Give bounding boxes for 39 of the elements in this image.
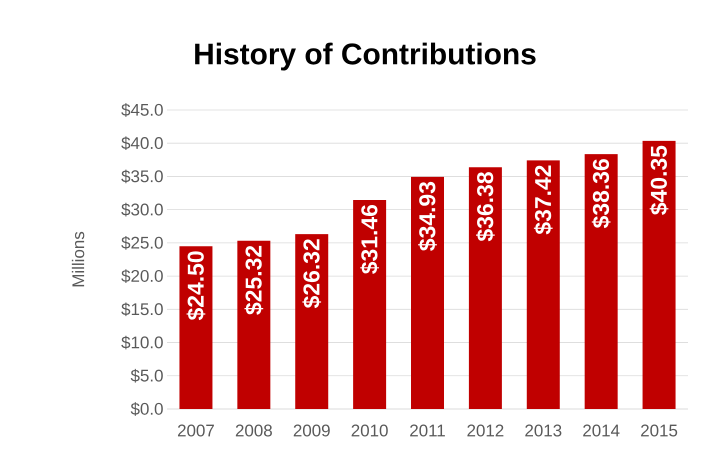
- y-tick-label: $45.0: [121, 103, 163, 117]
- data-label: $24.50: [186, 251, 206, 320]
- x-tick-label: 2010: [352, 424, 388, 436]
- y-tick-label: $30.0: [121, 202, 163, 217]
- x-tick-label: 2012: [467, 424, 504, 436]
- x-tick-label: 2008: [236, 424, 272, 436]
- x-tick-label: 2009: [294, 424, 330, 436]
- y-tick-label: $25.0: [121, 236, 163, 250]
- chart-title: History of Contributions: [195, 42, 536, 70]
- bar: [353, 200, 386, 409]
- y-tick-label: $35.0: [121, 170, 163, 184]
- data-label: $34.93: [418, 182, 437, 251]
- y-tick-label: $20.0: [121, 269, 163, 283]
- bar: [526, 160, 560, 409]
- y-tick-label: $40.0: [121, 136, 163, 150]
- data-label: $40.35: [650, 146, 668, 215]
- x-tick-label: 2015: [641, 424, 678, 436]
- x-tick-label: 2013: [525, 424, 562, 436]
- bar: [642, 140, 676, 409]
- y-tick-label: $10.0: [121, 336, 163, 350]
- y-tick-label: $15.0: [121, 302, 163, 316]
- y-tick-label: $5.0: [130, 368, 163, 383]
- bar: [237, 240, 270, 409]
- data-label: $36.38: [476, 172, 495, 242]
- data-label: $25.32: [244, 246, 264, 315]
- bar: [179, 246, 212, 409]
- x-tick-label: 2011: [410, 424, 445, 436]
- data-label: $37.42: [534, 165, 553, 234]
- data-label: $31.46: [360, 204, 379, 274]
- data-label: $38.36: [592, 159, 611, 228]
- y-tick-label: $0.0: [130, 402, 163, 416]
- x-tick-label: 2007: [178, 424, 214, 436]
- data-label: $26.32: [302, 239, 322, 308]
- bar: [295, 234, 328, 409]
- bar: [411, 176, 444, 409]
- bar: [584, 154, 618, 409]
- y-axis-title: Millions: [72, 232, 84, 286]
- bar: [468, 167, 502, 409]
- x-tick-label: 2014: [583, 424, 620, 436]
